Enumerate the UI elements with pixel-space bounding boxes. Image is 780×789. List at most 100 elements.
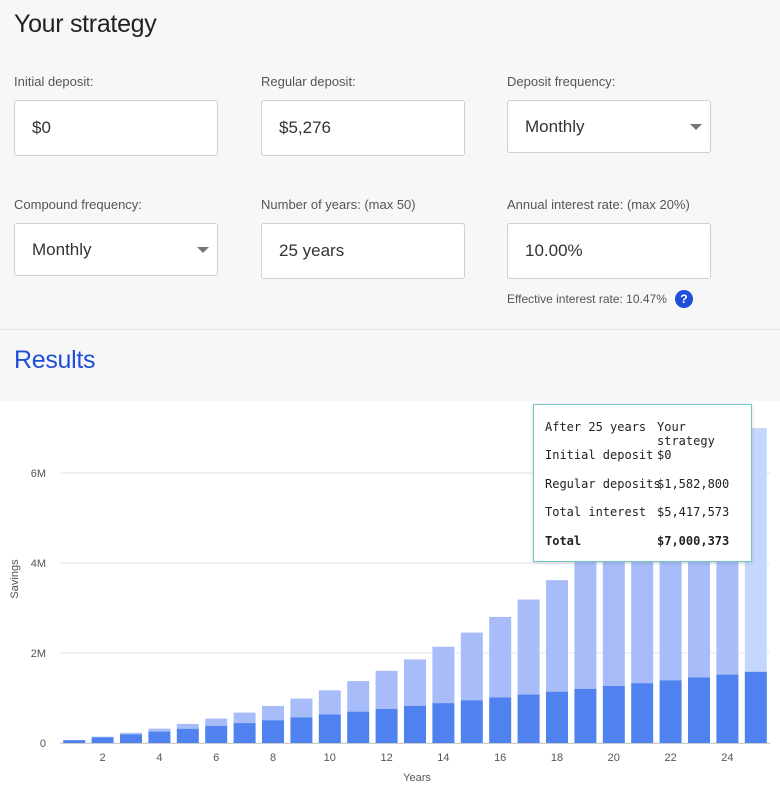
tooltip-header-period: After 25 years bbox=[545, 420, 647, 434]
x-tick-label: 12 bbox=[380, 752, 392, 764]
bar-deposits bbox=[602, 686, 625, 743]
compound-frequency-select[interactable]: Monthly bbox=[14, 223, 218, 276]
bar-deposits bbox=[716, 674, 739, 743]
interest-rate-value: 10.00% bbox=[525, 241, 583, 260]
bar-deposits bbox=[546, 691, 568, 743]
bar-deposits bbox=[659, 680, 682, 743]
bar-interest bbox=[489, 616, 512, 698]
bar-interest bbox=[347, 681, 370, 712]
bar-interest bbox=[262, 705, 284, 721]
regular-deposit-label: Regular deposit: bbox=[261, 74, 356, 89]
bar-deposits bbox=[205, 725, 228, 743]
bar-deposits bbox=[262, 720, 284, 743]
bar-deposits bbox=[176, 728, 199, 743]
bar-deposits bbox=[404, 705, 426, 743]
bar-interest bbox=[290, 698, 313, 718]
bar-deposits bbox=[375, 708, 398, 743]
bar-deposits bbox=[432, 703, 455, 743]
bar-interest bbox=[375, 670, 398, 709]
bar-interest bbox=[432, 646, 455, 704]
bar-deposits bbox=[574, 688, 597, 743]
bar-deposits bbox=[318, 714, 341, 743]
interest-rate-input[interactable]: 10.00% bbox=[507, 223, 711, 279]
bar-deposits bbox=[347, 711, 370, 743]
bar-interest bbox=[120, 732, 142, 735]
x-tick-label: 2 bbox=[100, 752, 106, 764]
bar-deposits bbox=[91, 737, 114, 743]
regular-deposit-input[interactable]: $5,276 bbox=[261, 100, 465, 156]
bar-interest bbox=[602, 534, 625, 687]
tooltip-label: Initial deposit bbox=[545, 448, 654, 462]
effective-rate-text: Effective interest rate: 10.47% bbox=[507, 292, 667, 306]
x-tick-label: 16 bbox=[494, 752, 506, 764]
x-tick-label: 4 bbox=[156, 752, 162, 764]
bar-interest bbox=[91, 736, 114, 738]
chart-tooltip: After 25 years Your strategy Initial dep… bbox=[533, 404, 752, 562]
strategy-panel bbox=[0, 0, 780, 401]
x-axis-title: Years bbox=[403, 772, 431, 784]
x-tick-label: 22 bbox=[664, 752, 676, 764]
deposit-frequency-value: Monthly bbox=[525, 116, 585, 136]
tooltip-label: Regular deposits bbox=[545, 477, 661, 491]
x-tick-label: 20 bbox=[608, 752, 620, 764]
bar-deposits bbox=[744, 671, 767, 743]
bar-deposits bbox=[631, 683, 654, 743]
bar-interest bbox=[574, 558, 597, 689]
initial-deposit-input[interactable]: $0 bbox=[14, 100, 218, 156]
bar-interest bbox=[404, 659, 426, 706]
initial-deposit-label: Initial deposit: bbox=[14, 74, 94, 89]
tooltip-value: $5,417,573 bbox=[657, 505, 730, 519]
bar-interest bbox=[517, 599, 540, 695]
compound-frequency-label: Compound frequency: bbox=[14, 197, 142, 212]
bar-deposits bbox=[489, 697, 512, 743]
y-tick-label: 0 bbox=[40, 738, 46, 750]
bar-interest bbox=[148, 728, 171, 732]
bar-interest bbox=[460, 632, 483, 701]
bar-deposits bbox=[290, 717, 313, 743]
bar-deposits bbox=[120, 734, 142, 743]
bar-interest bbox=[546, 580, 568, 692]
y-tick-label: 6M bbox=[31, 468, 46, 480]
chevron-down-icon bbox=[197, 246, 209, 253]
deposit-frequency-select[interactable]: Monthly bbox=[507, 100, 711, 153]
bar-deposits bbox=[517, 694, 540, 743]
bar-deposits bbox=[63, 740, 86, 743]
x-tick-label: 24 bbox=[721, 752, 733, 764]
bar-deposits bbox=[148, 731, 171, 743]
y-tick-label: 4M bbox=[31, 558, 46, 570]
bar-interest bbox=[233, 712, 256, 724]
tooltip-label: Total interest bbox=[545, 505, 647, 519]
bar-deposits bbox=[233, 723, 256, 743]
tooltip-value: $7,000,373 bbox=[657, 534, 730, 548]
help-icon[interactable]: ? bbox=[674, 290, 693, 308]
years-input[interactable]: 25 years bbox=[261, 223, 465, 279]
page-title: Your strategy bbox=[14, 10, 157, 38]
tooltip-header-strategy: Your strategy bbox=[657, 420, 715, 448]
bar-interest bbox=[318, 690, 341, 715]
results-title: Results bbox=[14, 346, 96, 374]
x-tick-label: 6 bbox=[213, 752, 219, 764]
tooltip-label: Total bbox=[545, 534, 582, 548]
bar-interest bbox=[176, 723, 199, 729]
x-tick-label: 8 bbox=[270, 752, 276, 764]
years-label: Number of years: (max 50) bbox=[261, 197, 416, 212]
bar-deposits bbox=[460, 700, 483, 743]
effective-rate: Effective interest rate: 10.47% ? bbox=[507, 290, 693, 308]
y-tick-label: 2M bbox=[31, 648, 46, 660]
x-tick-label: 18 bbox=[551, 752, 563, 764]
bar-interest bbox=[205, 718, 228, 726]
years-value: 25 years bbox=[279, 241, 345, 260]
section-divider bbox=[0, 329, 780, 330]
x-tick-label: 14 bbox=[437, 752, 449, 764]
tooltip-value: $1,582,800 bbox=[657, 477, 730, 491]
x-tick-label: 10 bbox=[324, 752, 336, 764]
chevron-down-icon bbox=[690, 123, 702, 130]
initial-deposit-value: $0 bbox=[32, 118, 51, 137]
y-axis-title: Savings bbox=[9, 559, 21, 599]
deposit-frequency-label: Deposit frequency: bbox=[507, 74, 616, 89]
interest-rate-label: Annual interest rate: (max 20%) bbox=[507, 197, 690, 212]
tooltip-value: $0 bbox=[657, 448, 672, 462]
compound-frequency-value: Monthly bbox=[32, 239, 92, 259]
bar-deposits bbox=[688, 677, 710, 743]
regular-deposit-value: $5,276 bbox=[279, 118, 331, 137]
